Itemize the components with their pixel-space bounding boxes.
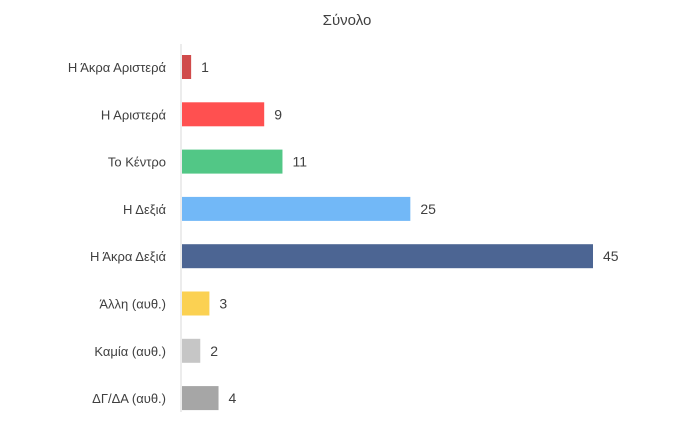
- bar: [182, 386, 219, 411]
- category-label: Άλλη (αυθ.): [99, 297, 166, 312]
- data-label: 1: [201, 59, 209, 75]
- category-label: Η Αριστερά: [101, 107, 167, 122]
- category-label: Καμία (αυθ.): [94, 344, 166, 359]
- data-label: 4: [229, 390, 237, 406]
- data-label: 3: [219, 296, 227, 312]
- bar: [182, 338, 201, 363]
- bar: [182, 102, 265, 127]
- data-label: 45: [603, 248, 619, 264]
- data-label: 9: [274, 106, 282, 122]
- bar: [182, 149, 283, 174]
- category-label: Η Δεξιά: [123, 202, 166, 217]
- data-label: 25: [420, 201, 436, 217]
- bar: [182, 196, 411, 221]
- data-label: 2: [210, 343, 218, 359]
- chart-title: Σύνολο: [322, 12, 372, 29]
- data-label: 11: [292, 154, 307, 170]
- category-label: Η Άκρα Αριστερά: [68, 60, 167, 75]
- category-label: Η Άκρα Δεξιά: [90, 249, 166, 264]
- bar: [182, 55, 192, 79]
- bar: [182, 244, 593, 269]
- category-label: ΔΓ/ΔΑ (αυθ.): [92, 391, 166, 406]
- category-label: Το Κέντρο: [108, 155, 166, 170]
- bar: [182, 291, 210, 316]
